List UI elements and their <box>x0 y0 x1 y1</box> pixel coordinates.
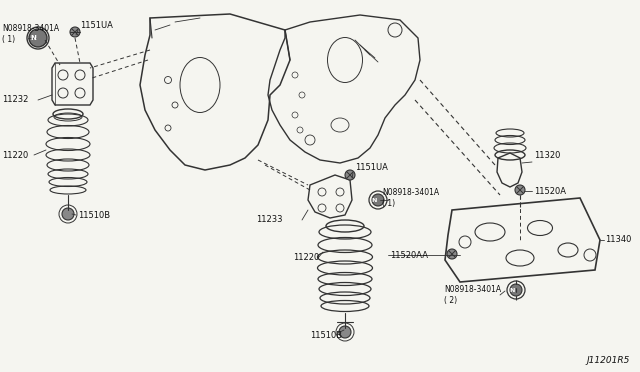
Text: 11510B: 11510B <box>78 212 110 221</box>
Text: N: N <box>509 288 515 292</box>
Circle shape <box>510 284 522 296</box>
Text: 11320: 11320 <box>534 151 561 160</box>
Text: 11233: 11233 <box>256 215 282 224</box>
Text: 1151UA: 1151UA <box>355 164 388 173</box>
Circle shape <box>515 185 525 195</box>
Circle shape <box>372 194 384 206</box>
Circle shape <box>29 29 47 47</box>
Text: 11510B: 11510B <box>310 330 342 340</box>
Circle shape <box>345 170 355 180</box>
Text: 11520AA: 11520AA <box>390 250 428 260</box>
Text: N08918-3401A
( 2): N08918-3401A ( 2) <box>444 285 501 305</box>
Text: N08918-3401A
( 1): N08918-3401A ( 1) <box>382 188 439 208</box>
Text: J11201R5: J11201R5 <box>587 356 630 365</box>
Circle shape <box>339 326 351 338</box>
Text: 11340: 11340 <box>605 235 632 244</box>
Circle shape <box>70 27 80 37</box>
Circle shape <box>447 249 457 259</box>
Text: 11220: 11220 <box>293 253 319 263</box>
Text: 11520A: 11520A <box>534 187 566 196</box>
Circle shape <box>62 208 74 220</box>
Text: 1151UA: 1151UA <box>80 22 113 31</box>
Text: N08918-3401A
( 1): N08918-3401A ( 1) <box>2 24 59 44</box>
Text: N: N <box>371 198 377 202</box>
Text: N: N <box>30 35 36 41</box>
Text: 11232: 11232 <box>2 96 28 105</box>
Text: 11220: 11220 <box>2 151 28 160</box>
